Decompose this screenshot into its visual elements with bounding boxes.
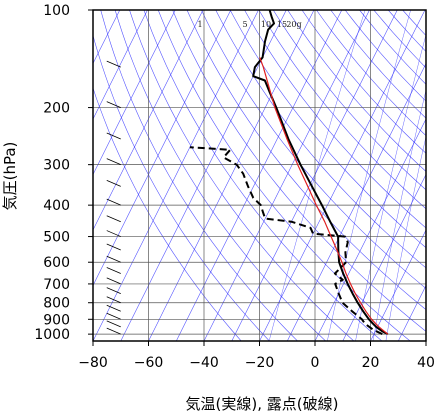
- x-tick-label: 0: [311, 355, 320, 371]
- x-tick-label: −20: [245, 355, 275, 371]
- parcel-line: [259, 57, 389, 335]
- dry-adiabat-line: [157, 10, 411, 341]
- y-tick-label: 300: [43, 158, 70, 174]
- isotherm-line: [93, 10, 176, 176]
- y-tick-label: 1000: [34, 327, 70, 343]
- dry-adiabat-line: [373, 10, 426, 69]
- x-tick-label: −80: [78, 355, 108, 371]
- isotherm-line: [148, 10, 315, 341]
- dry-adiabat-line: [272, 10, 426, 191]
- mixing-ratio-label: 20g: [286, 20, 301, 29]
- wind-barb: [106, 277, 121, 285]
- dry-adiabat-line: [215, 10, 426, 269]
- dry-adiabat-line: [201, 10, 426, 289]
- mixing-ratio-labels: 1 5 10 15 20g: [197, 20, 301, 29]
- dry-adiabat-line: [114, 10, 326, 341]
- dry-adiabat-line: [93, 87, 242, 341]
- wind-barb: [106, 327, 121, 335]
- wind-barb: [106, 296, 121, 304]
- dry-adiabat-line: [316, 10, 426, 137]
- profiles: [189, 10, 389, 336]
- wind-barb: [106, 101, 121, 108]
- x-axis: −80 −60 −40 −20 0 20 40: [78, 341, 435, 371]
- dewpoint-line: [189, 146, 383, 336]
- wind-barb: [106, 158, 121, 166]
- mixing-ratio-label: 15: [277, 20, 287, 29]
- wind-barb: [106, 320, 121, 328]
- mixing-ratio-label: 5: [242, 20, 247, 29]
- mixing-ratio-line: [327, 10, 411, 341]
- dry-adiabat-line: [172, 10, 426, 332]
- mixing-ratio-line: [355, 33, 426, 341]
- y-tick-label: 100: [43, 3, 70, 19]
- dry-adiabat-line: [186, 10, 426, 311]
- dry-adiabat-line: [244, 10, 426, 229]
- isotherm-line: [93, 10, 259, 341]
- y-tick-label: 900: [43, 312, 70, 328]
- isotherm-line: [425, 340, 426, 341]
- y-axis-title: 気圧(hPa): [1, 142, 19, 211]
- y-tick-label: 200: [43, 101, 70, 117]
- grid: [92, 9, 427, 341]
- x-axis-title: 気温(実線), 露点(破線): [186, 395, 339, 412]
- wind-barb: [106, 287, 121, 295]
- isotherm-line: [231, 10, 398, 341]
- dry-adiabat-line: [402, 10, 426, 36]
- isotherm-line: [314, 118, 426, 341]
- dry-adiabat-line: [344, 10, 426, 102]
- wind-barb: [106, 304, 121, 312]
- mixing-ratio-label: 10: [261, 20, 271, 29]
- dry-adiabat-line: [143, 10, 383, 341]
- dry-adiabat-line: [93, 34, 270, 341]
- mixing-ratio-line: [372, 89, 426, 341]
- wind-barb: [106, 198, 121, 206]
- y-tick-label: 800: [43, 296, 70, 312]
- wind-barb: [106, 255, 121, 263]
- wind-barb: [106, 179, 121, 187]
- x-tick-label: 40: [417, 355, 435, 371]
- dry-adiabat-line: [359, 10, 426, 85]
- wind-barb: [119, 10, 121, 11]
- dry-adiabat-line: [258, 10, 426, 210]
- isotherm-line: [342, 173, 426, 341]
- wind-barbs: [106, 10, 121, 335]
- isotherm-line: [203, 10, 370, 341]
- x-tick-label: −40: [189, 355, 219, 371]
- isotherm-line: [93, 10, 232, 287]
- dry-adiabat-line: [330, 10, 426, 119]
- isotherm-line: [93, 10, 148, 120]
- mixing-ratio-line: [385, 135, 426, 341]
- dry-adiabat-line: [301, 10, 426, 154]
- mixing-ratio-label: 1: [197, 20, 202, 29]
- x-tick-label: 20: [362, 355, 380, 371]
- dry-adiabat-line: [129, 10, 355, 341]
- y-tick-label: 500: [43, 230, 70, 246]
- y-tick-label: 400: [43, 198, 70, 214]
- isotherm-line: [93, 10, 204, 231]
- wind-barb: [106, 132, 121, 140]
- isotherm-line: [259, 10, 426, 341]
- wind-barb: [106, 267, 121, 274]
- y-tick-label: 700: [43, 277, 70, 293]
- dry-adiabat-line: [287, 10, 426, 172]
- temperature-line: [252, 10, 389, 335]
- wind-barb: [106, 215, 121, 223]
- wind-barb: [106, 243, 121, 251]
- wind-barb: [106, 230, 121, 237]
- wind-barb: [106, 60, 121, 68]
- wind-barb: [106, 312, 121, 320]
- dry-adiabat-line: [100, 10, 298, 341]
- x-tick-label: −60: [134, 355, 164, 371]
- y-tick-label: 600: [43, 255, 70, 271]
